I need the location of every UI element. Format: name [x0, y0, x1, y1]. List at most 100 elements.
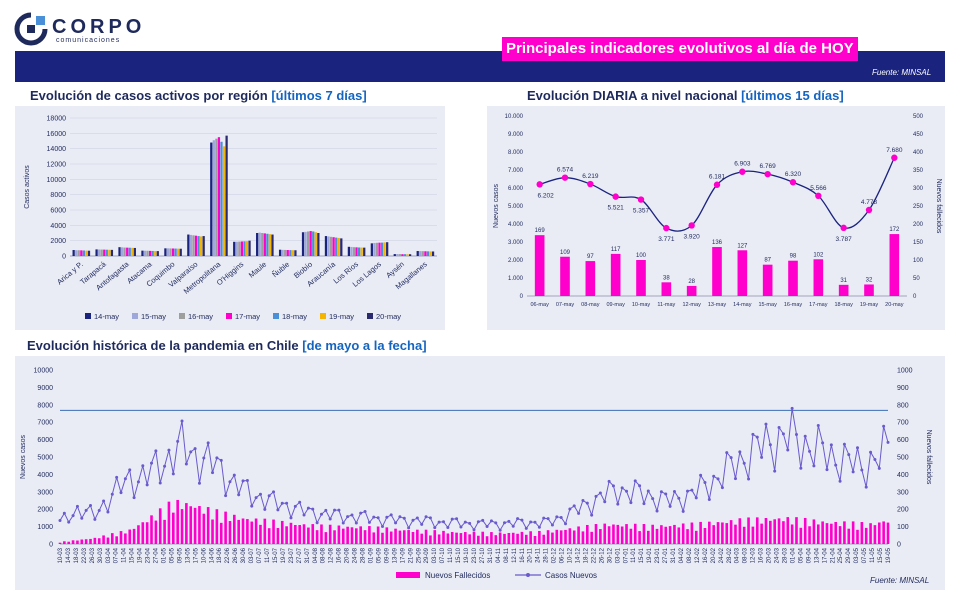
cases-point [587, 180, 594, 188]
y-left-tick-label: 6.000 [508, 186, 524, 192]
bar [225, 135, 228, 256]
deaths-bar [616, 524, 620, 544]
deaths-bar [762, 264, 773, 296]
x-tick-label: 08-may [581, 302, 600, 308]
cases-point [58, 519, 62, 523]
cases-point [450, 517, 454, 521]
cases-point [459, 525, 463, 529]
x-tick-label: 10-06 [201, 547, 207, 563]
deaths-bar [398, 530, 402, 544]
bar [408, 254, 412, 256]
deaths-bar [799, 527, 803, 544]
deaths-bar [355, 528, 358, 544]
x-tick-label: 17-05 [193, 547, 199, 563]
cases-point [503, 521, 507, 525]
bar [174, 248, 177, 256]
x-tick-label: 16-may [784, 302, 803, 308]
cases-data-label: 4.778 [861, 199, 878, 206]
cases-point [71, 514, 75, 518]
source-top: Fuente: MINSAL [872, 68, 932, 77]
cases-data-label: 6.574 [557, 167, 574, 174]
deaths-bar [812, 519, 816, 544]
bar [240, 241, 244, 256]
x-tick-label: 03-01 [615, 547, 621, 563]
cases-point [794, 433, 798, 437]
deaths-data-label: 109 [560, 250, 571, 256]
bar [350, 246, 353, 256]
deaths-bar [450, 531, 454, 544]
x-tick-label: 26-06 [233, 547, 239, 563]
deaths-bar [228, 521, 232, 544]
daily-chart-title: Evolución DIARIA a nivel nacional [últim… [527, 88, 844, 103]
deaths-bar [830, 523, 833, 544]
cases-point [799, 466, 803, 470]
deaths-bar [721, 522, 724, 544]
deaths-bar [333, 530, 336, 544]
x-tick-label: 30-03 [98, 547, 104, 563]
x-tick-label: 06-12 [560, 547, 566, 563]
cases-point [542, 516, 546, 520]
x-tick-label: 16-03 [759, 547, 765, 563]
daily-chart-panel: 0 1.000 2.000 3.000 4.000 5.000 6.000 7.000 8.00… [487, 106, 945, 330]
bar [75, 250, 78, 256]
cases-point [720, 486, 724, 490]
cases-point [472, 528, 476, 532]
cases-point [561, 174, 569, 181]
deaths-bar [673, 524, 676, 544]
deaths-bar [429, 535, 432, 544]
cases-point [136, 480, 140, 484]
cases-point [607, 479, 611, 483]
x-tick-label: 09-09 [384, 547, 390, 563]
deaths-bar [734, 524, 737, 544]
x-tick-label: 25-04 [838, 547, 844, 563]
cases-point [668, 504, 672, 508]
cases-point [646, 489, 650, 493]
bar [154, 251, 157, 256]
bar [166, 248, 170, 256]
y-right-tick-label: 150 [913, 240, 924, 246]
cases-point [119, 491, 123, 495]
y-right-tick-label: 600 [897, 437, 909, 444]
deaths-bar [708, 521, 711, 544]
deaths-bar [328, 524, 332, 544]
x-tick-label: 13-09 [392, 547, 398, 563]
cases-point [298, 500, 302, 504]
deaths-bar [211, 519, 214, 544]
deaths-bar [686, 529, 689, 544]
y-right-tick-label: 100 [897, 524, 909, 531]
y-left-tick-label: 10000 [34, 368, 54, 375]
bar [419, 251, 422, 256]
deaths-bar [84, 539, 88, 544]
legend-swatch [367, 313, 373, 319]
cases-point [842, 442, 846, 446]
cases-point [536, 181, 543, 188]
bar [291, 250, 294, 256]
bar [215, 138, 218, 256]
deaths-bar [825, 523, 829, 544]
y-left-tick-label: 10.000 [505, 114, 524, 120]
cases-point [764, 422, 768, 426]
cases-point [603, 500, 607, 504]
x-tick-label: 12-may [682, 302, 701, 308]
cases-data-label: 6.320 [785, 171, 802, 178]
bar [309, 231, 312, 256]
deaths-data-label: 136 [712, 240, 723, 246]
bar [373, 242, 376, 256]
cases-point [633, 479, 637, 483]
y-right-tick-label: 450 [913, 132, 924, 138]
cases-point [585, 501, 589, 505]
y-right-axis-label: Nuevos fallecidos [935, 179, 942, 234]
daily-chart-title-main: Evolución DIARIA a nivel nacional [527, 88, 738, 103]
cases-point [869, 450, 873, 454]
bar [238, 241, 241, 256]
cases-point [629, 501, 633, 505]
cases-point [886, 440, 890, 444]
bar [327, 236, 330, 256]
deaths-bar [690, 522, 694, 544]
bar [307, 231, 310, 256]
deaths-bar [742, 526, 746, 544]
cases-point [642, 502, 646, 506]
deaths-bar [603, 523, 607, 544]
deaths-bar [864, 284, 874, 296]
x-tick-label: 15-07 [273, 547, 279, 563]
